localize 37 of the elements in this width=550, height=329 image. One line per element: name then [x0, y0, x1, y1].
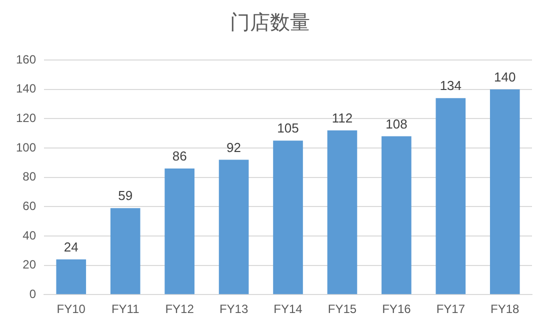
- y-tick-label: 120: [16, 110, 36, 125]
- bar: [164, 168, 194, 294]
- bar: [327, 130, 358, 294]
- y-tick-label: 40: [22, 228, 36, 242]
- y-tick-label: 0: [29, 286, 36, 301]
- data-label: 134: [440, 78, 462, 94]
- y-tick-label: 160: [16, 52, 36, 66]
- bar: [490, 89, 520, 294]
- x-tick-label: FY10: [56, 302, 86, 316]
- y-tick-label: 20: [22, 258, 36, 272]
- data-label: 112: [332, 110, 353, 126]
- data-label: 92: [226, 140, 242, 155]
- bar: [273, 140, 303, 294]
- x-tick-label: FY15: [328, 302, 357, 316]
- data-label: 140: [494, 69, 516, 84]
- x-tick-label: FY18: [490, 302, 520, 316]
- data-label: 59: [118, 188, 133, 204]
- x-tick-label: FY16: [382, 302, 412, 316]
- y-tick-label: 60: [22, 198, 36, 213]
- bar: [110, 208, 140, 294]
- bar: [382, 136, 412, 294]
- data-label: 24: [64, 239, 78, 254]
- data-label: 108: [386, 116, 408, 132]
- bar: [436, 98, 466, 294]
- x-tick-label: FY12: [165, 302, 194, 316]
- bar: [56, 259, 86, 294]
- chart-title: 门店数量: [230, 10, 310, 34]
- x-tick-label: FY11: [111, 302, 140, 316]
- x-tick-label: FY14: [274, 302, 303, 316]
- x-tick-label: FY17: [436, 302, 466, 316]
- x-tick-label: FY13: [219, 302, 248, 316]
- y-tick-label: 80: [22, 170, 36, 184]
- y-tick-label: 100: [16, 140, 36, 154]
- y-tick-label: 140: [16, 82, 36, 96]
- data-label: 105: [277, 120, 299, 136]
- data-label: 86: [172, 148, 187, 164]
- bar: [218, 160, 249, 294]
